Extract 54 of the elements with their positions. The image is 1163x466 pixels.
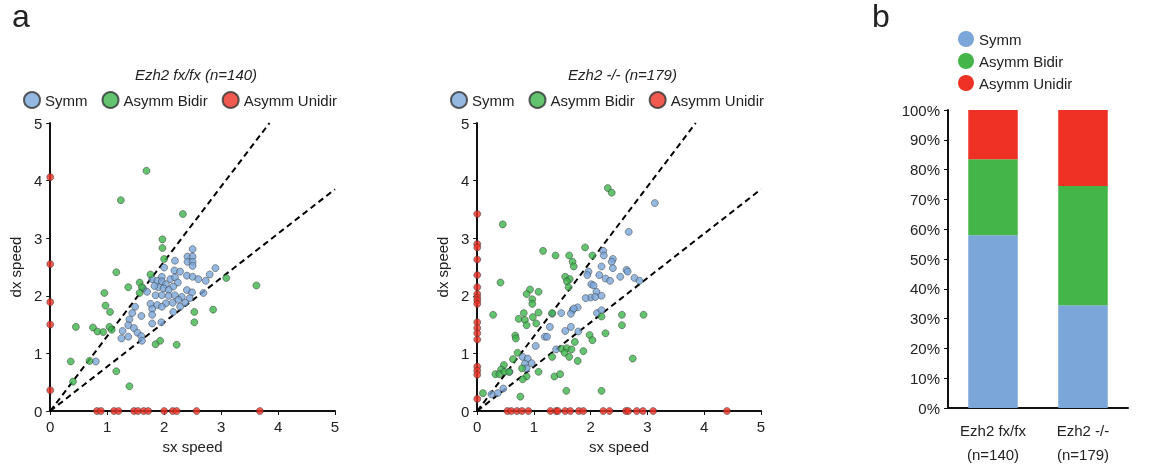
legend-label: Symm: [45, 91, 88, 109]
y-tick-label: 5: [33, 114, 43, 132]
y-tick-label: 10%: [909, 369, 940, 387]
x-tick-label: 4: [700, 418, 709, 435]
x-axis-title: sx speed: [162, 437, 223, 455]
y-tick-label: 40%: [909, 280, 940, 298]
text: a: [12, 0, 30, 34]
x-tick-label: 0: [473, 418, 482, 435]
x-tick-label: 4: [273, 418, 283, 435]
x-tick-label: 3: [216, 418, 226, 435]
y-tick-label: 2: [33, 287, 43, 305]
y-tick-label: 30%: [909, 310, 940, 328]
y-tick-label: 1: [33, 344, 43, 362]
y-tick-label: 80%: [909, 161, 940, 179]
y-tick-label: 0%: [918, 399, 940, 417]
y-tick-label: 4: [460, 172, 470, 190]
x-tick-label: 3: [643, 418, 652, 435]
x-tick-label: 5: [330, 418, 340, 435]
y-tick-label: 1: [460, 344, 470, 362]
x-tick-label: Ezh2 -/- (n=179): [1056, 421, 1110, 463]
x-tick-label: 5: [756, 418, 766, 435]
x-tick-label: 0: [46, 418, 55, 435]
x-tick-label: 1: [103, 418, 112, 435]
x-tick-label: 2: [159, 418, 169, 435]
chart-title: Ezh2 -/- (n=179): [568, 66, 677, 83]
chart-title: Ezh2 fx/fx (n=140): [134, 66, 258, 83]
y-tick-label: 4: [33, 172, 43, 190]
y-tick-label: 60%: [909, 220, 940, 238]
legend-label: Asymm Bidir: [979, 52, 1064, 70]
legend-label: Asymm Unidir: [979, 74, 1073, 92]
y-tick-label: 100%: [901, 101, 940, 119]
x-tick-label: Ezh2 fx/fx (n=140): [960, 421, 1027, 463]
y-tick-label: 5: [460, 114, 470, 132]
y-tick-label: 20%: [909, 339, 940, 357]
legend-label: Asymm Bidir: [123, 91, 208, 109]
legend-label: Asymm Bidir: [550, 91, 635, 109]
y-tick-label: 70%: [909, 190, 940, 208]
y-axis-title: dx speed: [7, 236, 24, 298]
text: b: [872, 0, 890, 34]
x-tick-label: 2: [586, 418, 595, 435]
legend-label: Symm: [472, 91, 515, 109]
y-tick-label: 90%: [909, 131, 940, 149]
x-axis-title: sx speed: [589, 437, 650, 455]
legend-label: Symm: [979, 30, 1022, 48]
y-tick-label: 2: [460, 287, 470, 305]
legend-label: Asymm Unidir: [670, 91, 765, 109]
y-tick-label: 3: [33, 229, 43, 247]
x-tick-label: 1: [529, 418, 539, 435]
y-tick-label: 0: [33, 402, 43, 420]
y-tick-label: 50%: [909, 250, 940, 268]
y-tick-label: 3: [460, 229, 470, 247]
y-axis-title: dx speed: [434, 236, 451, 298]
y-tick-label: 0: [460, 402, 470, 420]
legend-label: Asymm Unidir: [243, 91, 338, 109]
